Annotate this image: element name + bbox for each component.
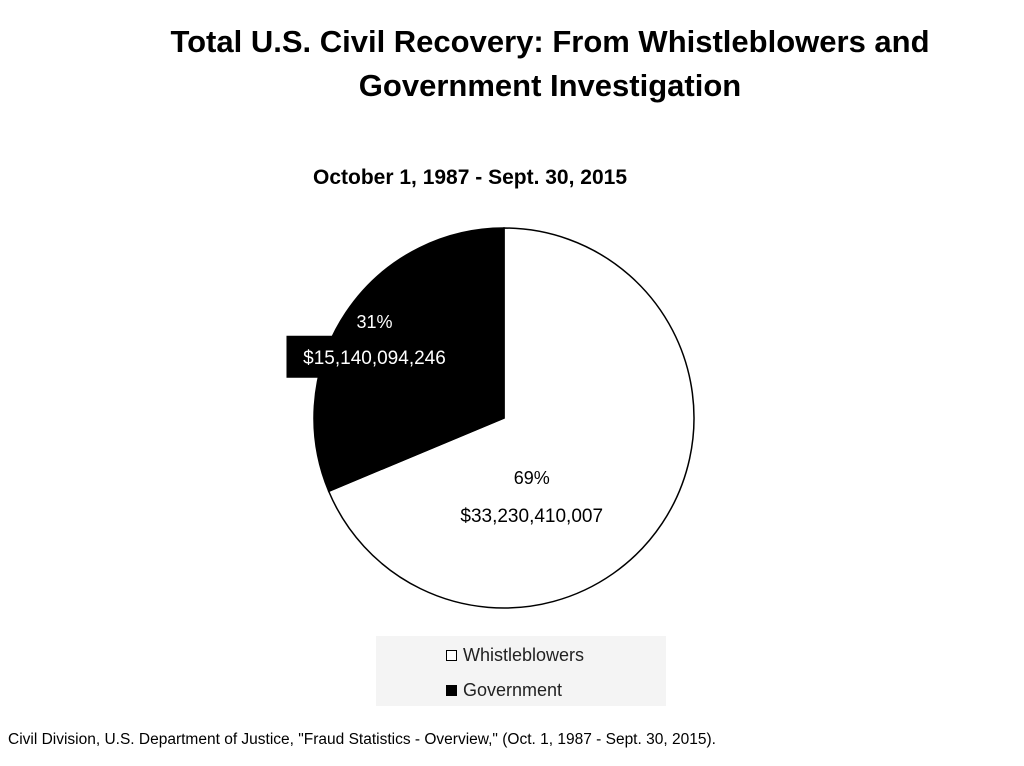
pie-slice-whistleblowers xyxy=(327,227,695,609)
legend: Whistleblowers Government xyxy=(376,636,666,706)
legend-swatch-whistleblowers xyxy=(446,650,457,661)
legend-item-whistleblowers: Whistleblowers xyxy=(446,645,584,666)
amount-label-whistleblowers: $33,230,410,007 xyxy=(460,506,603,527)
percent-label-government: 31% xyxy=(356,312,392,332)
source-note: Civil Division, U.S. Department of Justi… xyxy=(8,731,716,748)
amount-label-government: $15,140,094,246 xyxy=(303,348,446,369)
chart-subtitle: October 1, 1987 - Sept. 30, 2015 xyxy=(313,166,627,189)
label-box-government xyxy=(286,335,467,378)
legend-item-government: Government xyxy=(446,680,562,701)
legend-label-government: Government xyxy=(463,680,563,700)
legend-label-whistleblowers: Whistleblowers xyxy=(463,645,585,665)
percent-label-whistleblowers: 69% xyxy=(514,468,550,488)
legend-swatch-government xyxy=(446,685,457,696)
chart-title: Total U.S. Civil Recovery: From Whistleb… xyxy=(170,24,930,103)
